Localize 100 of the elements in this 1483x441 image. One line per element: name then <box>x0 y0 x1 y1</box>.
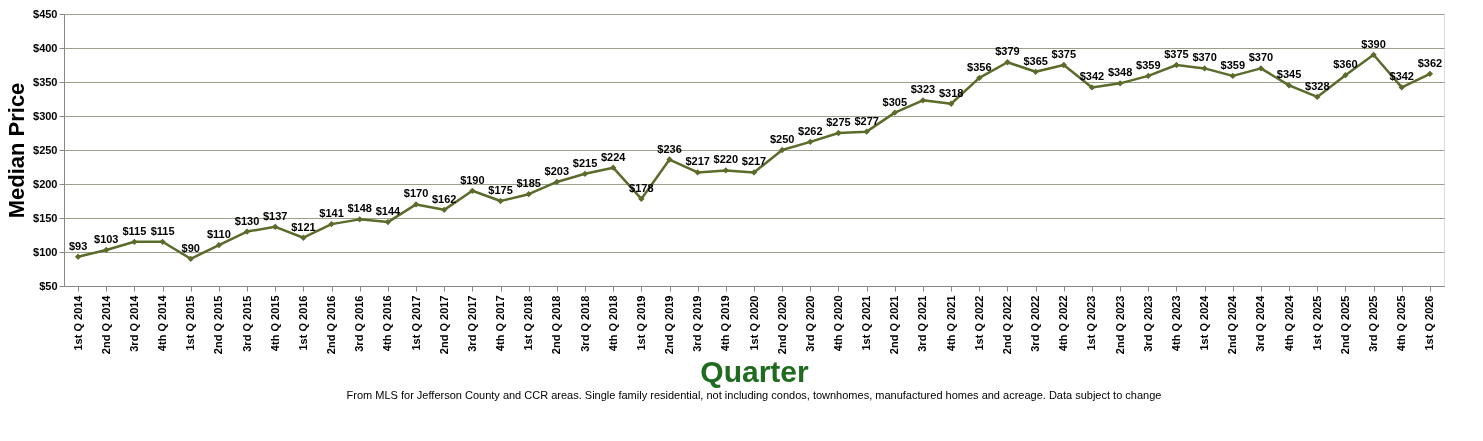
x-tick-label: 2nd Q 2024 <box>1226 294 1239 355</box>
x-tick-label: 2nd Q 2014 <box>99 294 112 355</box>
x-tick-label: 2nd Q 2022 <box>1000 295 1013 355</box>
y-tick-label: $250 <box>33 143 58 156</box>
point <box>666 156 673 163</box>
data-label: $250 <box>769 133 795 145</box>
x-tick-label: 2nd Q 2015 <box>212 295 225 355</box>
point <box>610 164 617 171</box>
x-tick-label: 1st Q 2025 <box>1310 295 1323 351</box>
point <box>1257 65 1265 72</box>
y-tick-label: $400 <box>33 41 58 54</box>
point <box>1088 84 1096 91</box>
data-label: $348 <box>1107 66 1133 79</box>
x-axis-title: Quarter <box>700 355 810 389</box>
data-label: $215 <box>572 156 598 169</box>
x-tick-label: 3rd Q 2017 <box>465 295 478 352</box>
point <box>1201 65 1208 72</box>
data-label: $148 <box>347 202 372 215</box>
data-label: $328 <box>1305 79 1330 92</box>
data-label: $93 <box>68 239 88 252</box>
data-label: $162 <box>431 192 457 205</box>
data-label: $236 <box>657 142 682 155</box>
data-label: $203 <box>544 164 570 177</box>
x-tick-label: 2nd Q 2023 <box>1113 295 1126 355</box>
x-tick-label: 1st Q 2026 <box>1423 295 1436 351</box>
x-tick-label: 4th Q 2015 <box>268 295 281 352</box>
data-label: $305 <box>882 95 908 108</box>
point <box>356 216 363 223</box>
x-tick-label: 4th Q 2018 <box>606 295 619 352</box>
x-tick-label: 3rd Q 2014 <box>127 294 140 352</box>
data-label: $275 <box>826 116 851 128</box>
data-label: $318 <box>938 86 964 99</box>
data-label: $277 <box>854 114 879 127</box>
data-label: $175 <box>488 184 513 196</box>
y-axis-title: Median Price <box>4 82 30 219</box>
data-label: $262 <box>798 124 823 137</box>
x-tick-label: 4th Q 2020 <box>831 295 844 352</box>
point <box>779 146 786 154</box>
data-label: $375 <box>1051 48 1077 60</box>
data-label: $356 <box>967 60 992 73</box>
y-tick-label: $350 <box>33 75 58 88</box>
x-tick-label: 1st Q 2014 <box>71 294 84 351</box>
x-tick-label: 2nd Q 2017 <box>437 295 450 355</box>
x-tick-label: 3rd Q 2023 <box>1141 295 1154 352</box>
x-tick-label: 3rd Q 2016 <box>353 295 366 352</box>
point <box>159 238 166 245</box>
data-label: $224 <box>600 150 627 163</box>
point <box>835 129 842 137</box>
x-tick-label: 4th Q 2022 <box>1057 295 1070 352</box>
point <box>187 255 194 262</box>
data-label: $390 <box>1361 37 1386 50</box>
x-tick-label: 3rd Q 2018 <box>578 295 591 352</box>
x-tick-label: 3rd Q 2024 <box>1254 294 1267 352</box>
x-tick-label: 4th Q 2025 <box>1395 295 1408 352</box>
point <box>750 169 758 176</box>
point <box>1173 61 1180 69</box>
point <box>384 218 392 226</box>
x-tick-label: 2nd Q 2018 <box>550 295 563 355</box>
point <box>947 100 955 107</box>
data-label: $342 <box>1079 70 1105 83</box>
x-tick-label: 1st Q 2022 <box>972 295 985 351</box>
data-label: $121 <box>291 220 316 233</box>
data-label: $362 <box>1417 56 1443 69</box>
x-tick-label: 1st Q 2016 <box>296 295 309 351</box>
point <box>469 187 476 194</box>
data-label: $345 <box>1276 68 1302 81</box>
point <box>272 223 279 230</box>
point <box>1285 82 1293 89</box>
point <box>1370 51 1377 58</box>
data-label: $185 <box>516 177 541 190</box>
data-label: $375 <box>1164 48 1189 60</box>
data-label: $217 <box>741 155 767 168</box>
x-tick-label: 4th Q 2014 <box>156 294 169 352</box>
x-tick-label: 1st Q 2018 <box>522 295 535 351</box>
data-label: $110 <box>206 228 231 241</box>
data-label: $379 <box>995 45 1020 58</box>
x-tick-label: 1st Q 2021 <box>860 295 873 351</box>
point <box>1060 61 1067 69</box>
point <box>74 253 82 260</box>
point <box>441 206 448 213</box>
x-tick-label: 2nd Q 2021 <box>888 295 901 355</box>
point <box>243 228 251 235</box>
point <box>1229 72 1236 80</box>
x-tick-label: 1st Q 2023 <box>1085 295 1098 351</box>
point <box>553 178 561 186</box>
x-tick-label: 3rd Q 2015 <box>240 295 253 352</box>
text: From MLS for Jefferson County and CCR areas. Single family residential, not including condos, townhomes, manufactured homes and acreage. Data subject to change <box>346 388 1162 401</box>
point <box>497 197 504 205</box>
data-label: $365 <box>1023 54 1048 67</box>
data-label: $323 <box>910 83 936 96</box>
x-tick-label: 4th Q 2019 <box>719 295 732 352</box>
data-label: $90 <box>181 241 200 254</box>
x-tick-label: 3rd Q 2019 <box>691 295 704 352</box>
y-tick-label: $300 <box>33 109 58 122</box>
point <box>638 195 645 203</box>
data-label: $220 <box>713 153 739 166</box>
x-tick-label: 1st Q 2024 <box>1198 294 1211 351</box>
x-tick-label: 4th Q 2016 <box>381 295 394 352</box>
data-label: $115 <box>150 224 175 237</box>
data-label: $359 <box>1220 58 1246 71</box>
